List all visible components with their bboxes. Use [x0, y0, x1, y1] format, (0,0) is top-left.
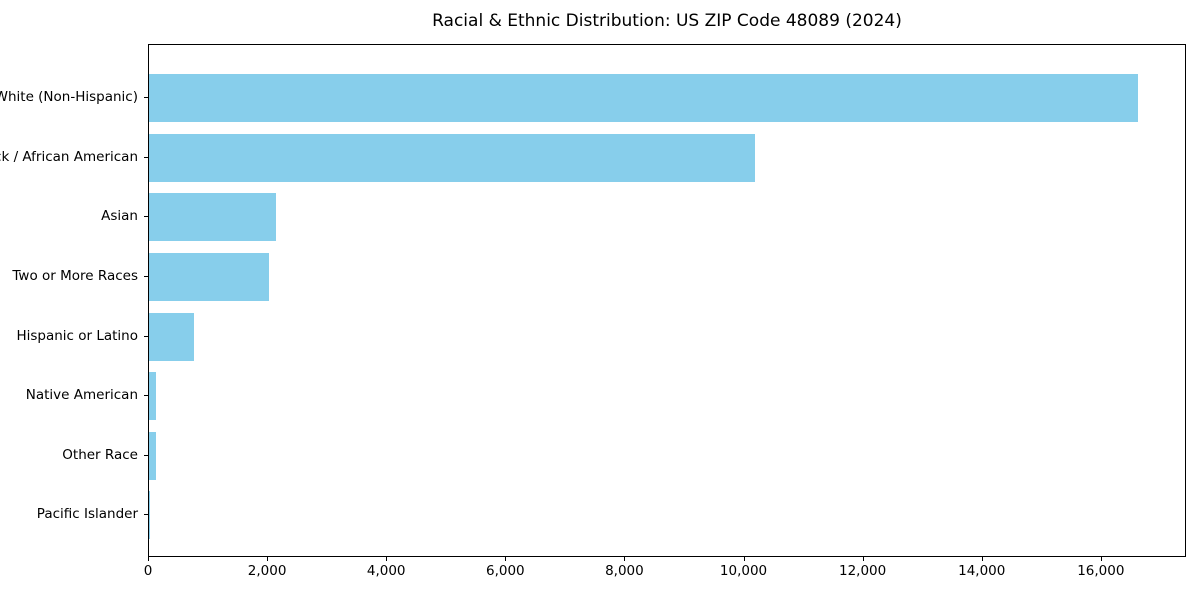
x-tick-mark: [386, 557, 388, 561]
x-tick-label: 14,000: [958, 563, 1006, 579]
bar-native-american: [149, 372, 157, 421]
y-tick-mark: [144, 454, 148, 456]
x-tick-label: 4,000: [366, 563, 406, 579]
y-tick-mark: [144, 276, 148, 277]
x-tick-label: 12,000: [839, 563, 887, 579]
bar-other-race: [149, 431, 156, 480]
chart-title: Racial & Ethnic Distribution: US ZIP Cod…: [432, 11, 902, 31]
x-tick-label: 8,000: [605, 563, 644, 579]
y-tick-label: Asian: [101, 208, 138, 225]
y-tick-label: Other Race: [62, 446, 138, 463]
plot-area: [148, 44, 1186, 557]
x-tick-label: 0: [143, 563, 153, 579]
y-tick-label: Black / African American: [0, 148, 138, 165]
y-tick-mark: [144, 97, 148, 99]
x-tick-mark: [505, 557, 507, 561]
x-tick-label: 16,000: [1077, 563, 1125, 579]
y-tick-label: White (Non-Hispanic): [0, 89, 138, 106]
x-tick-mark: [981, 557, 983, 561]
bar-two-or-more-races: [149, 253, 270, 301]
y-tick-mark: [144, 156, 148, 158]
bar-asian: [149, 193, 276, 242]
y-tick-label: Pacific Islander: [36, 506, 138, 523]
x-tick-mark: [1100, 557, 1102, 561]
x-tick-mark: [148, 557, 149, 561]
bar-black-african-american: [149, 133, 755, 182]
x-tick-label: 6,000: [485, 563, 525, 579]
x-tick-mark: [624, 557, 626, 561]
x-tick-mark: [743, 557, 745, 561]
bar-white-non-hispanic: [149, 74, 1138, 123]
x-tick-mark: [862, 557, 864, 561]
x-tick-label: 2,000: [247, 563, 287, 579]
y-tick-mark: [144, 335, 148, 337]
y-tick-mark: [144, 395, 148, 397]
x-tick-label: 10,000: [719, 563, 768, 579]
y-tick-mark: [144, 514, 148, 516]
bar-hispanic-or-latino: [149, 312, 194, 361]
x-tick-mark: [267, 557, 269, 561]
y-tick-mark: [144, 216, 148, 218]
y-tick-label: Two or More Races: [12, 268, 138, 284]
y-tick-label: Hispanic or Latino: [16, 327, 138, 344]
y-tick-label: Native American: [25, 387, 138, 404]
